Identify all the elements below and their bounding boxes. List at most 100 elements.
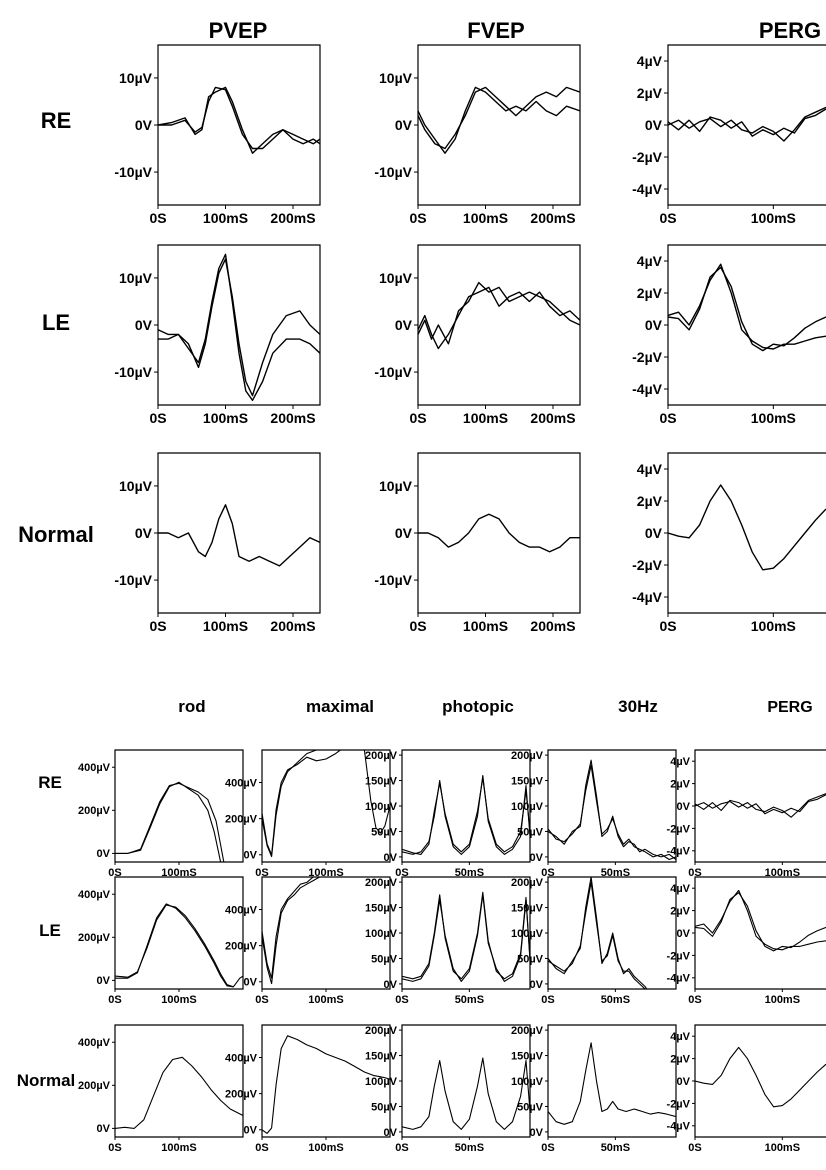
- x-tick-label: 200mS: [530, 410, 575, 426]
- trace-group: [695, 889, 826, 952]
- plot-frame: [417, 452, 581, 614]
- plot-frame: [261, 1024, 391, 1138]
- panel-bottom-perg-re: 4µV 2µV 0V -2µV -4µV 0S 100mS: [667, 749, 826, 879]
- y-tick-label: 0V: [645, 317, 663, 333]
- column-header-maximal: maximal: [306, 697, 374, 716]
- panel-bottom-perg-le: 4µV 2µV 0V -2µV -4µV 0S 100mS: [667, 876, 826, 1006]
- trace-line-2: [668, 266, 826, 352]
- x-tick-label: 0S: [409, 618, 426, 634]
- trace-group: [695, 793, 826, 818]
- y-tick-label: 150µV: [511, 902, 544, 914]
- y-tick-label: 200µV: [78, 932, 111, 944]
- x-tick-label: 100mS: [203, 410, 248, 426]
- y-tick-label: 0V: [244, 850, 258, 862]
- trace-group: [158, 253, 320, 401]
- y-tick-label: 50µV: [371, 826, 398, 838]
- trace-group: [695, 1046, 826, 1108]
- panel-bottom-photopic-normal: 200µV 150µV 100µV 50µV 0V 0S 50mS: [365, 1024, 531, 1154]
- x-tick-label: 200mS: [530, 618, 575, 634]
- y-tick-label: -2µV: [632, 349, 663, 365]
- trace-group: [158, 86, 320, 154]
- trace-group: [418, 513, 580, 553]
- trace-line-1: [668, 484, 826, 571]
- y-tick-label: 400µV: [78, 889, 111, 901]
- row-label-re-bottom: RE: [38, 773, 62, 792]
- y-tick-label: 0V: [135, 317, 153, 333]
- x-tick-label: 200mS: [270, 210, 315, 226]
- y-tick-label: 200µV: [78, 1080, 111, 1092]
- trace-line-2: [158, 258, 320, 397]
- trace-group: [262, 750, 390, 858]
- y-tick-label: -10µV: [114, 164, 152, 180]
- plot-frame: [547, 876, 677, 990]
- x-tick-label: 100mS: [765, 867, 800, 879]
- trace-line-1: [158, 504, 320, 567]
- y-tick-label: 150µV: [365, 902, 398, 914]
- x-tick-label: 0S: [541, 867, 554, 879]
- x-tick-label: 100mS: [308, 994, 343, 1006]
- plot-frame: [114, 876, 244, 990]
- panel-bottom-maximal-le: 400µV 200µV 0V 0S 100mS: [225, 876, 391, 1006]
- trace-line-1: [115, 781, 222, 862]
- trace-line-1: [668, 263, 826, 350]
- column-header-rod: rod: [178, 697, 205, 716]
- trace-group: [548, 759, 676, 861]
- y-tick-label: -10µV: [374, 572, 412, 588]
- x-tick-label: 100mS: [751, 410, 796, 426]
- x-tick-label: 0S: [149, 618, 166, 634]
- x-tick-label: 100mS: [463, 210, 508, 226]
- trace-line-1: [402, 1057, 530, 1130]
- y-tick-label: 2µV: [670, 905, 690, 917]
- x-tick-label: 0S: [149, 210, 166, 226]
- x-tick-label: 0S: [688, 1142, 701, 1154]
- y-tick-label: 2µV: [670, 1053, 690, 1065]
- y-tick-label: -4µV: [632, 181, 663, 197]
- x-tick-label: 50mS: [455, 1142, 484, 1154]
- y-tick-label: 10µV: [379, 478, 413, 494]
- plot-frame: [261, 876, 391, 990]
- y-tick-label: 50µV: [517, 1101, 544, 1113]
- y-tick-label: 2µV: [637, 285, 663, 301]
- y-tick-label: -2µV: [632, 557, 663, 573]
- trace-line-2: [695, 793, 826, 818]
- plot-frame: [401, 1024, 531, 1138]
- x-tick-label: 100mS: [203, 618, 248, 634]
- y-tick-label: 400µV: [78, 1037, 111, 1049]
- trace-group: [548, 1042, 676, 1125]
- x-tick-label: 0S: [149, 410, 166, 426]
- y-tick-label: -4µV: [667, 846, 691, 858]
- y-tick-label: -10µV: [374, 164, 412, 180]
- plot-frame: [401, 876, 531, 990]
- y-tick-label: 50µV: [371, 953, 398, 965]
- trace-line-1: [418, 86, 580, 150]
- x-tick-label: 0S: [659, 410, 676, 426]
- y-tick-label: 100µV: [365, 928, 398, 940]
- plot-frame: [547, 1024, 677, 1138]
- y-tick-label: 400µV: [225, 904, 258, 916]
- y-tick-label: 150µV: [365, 775, 398, 787]
- x-tick-label: 50mS: [455, 867, 484, 879]
- y-tick-label: 150µV: [365, 1050, 398, 1062]
- plot-frame: [667, 452, 826, 614]
- column-header-30hz: 30Hz: [618, 697, 658, 716]
- y-tick-label: 100µV: [511, 801, 544, 813]
- x-tick-label: 0S: [688, 867, 701, 879]
- trace-line-2: [548, 764, 676, 861]
- x-tick-label: 0S: [395, 867, 408, 879]
- panel-top-pvep-le: 10µV 0V -10µV 0S 100mS 200mS: [114, 244, 321, 426]
- y-tick-label: 10µV: [379, 70, 413, 86]
- y-tick-label: 200µV: [225, 1088, 258, 1100]
- y-tick-label: 200µV: [365, 750, 398, 762]
- plot-frame: [114, 749, 244, 863]
- y-tick-label: 0V: [384, 979, 398, 991]
- y-tick-label: 0V: [384, 1127, 398, 1139]
- y-tick-label: -2µV: [667, 823, 691, 835]
- x-tick-label: 100mS: [308, 1142, 343, 1154]
- y-tick-label: 0V: [645, 117, 663, 133]
- panel-bottom-rod-normal: 400µV 200µV 0V 0S 100mS: [78, 1024, 244, 1154]
- trace-line-1: [548, 877, 648, 989]
- y-tick-label: 4µV: [670, 1031, 690, 1043]
- trace-group: [402, 774, 530, 855]
- x-tick-label: 200mS: [270, 618, 315, 634]
